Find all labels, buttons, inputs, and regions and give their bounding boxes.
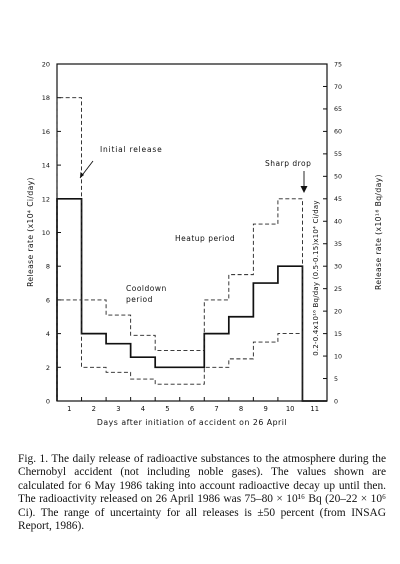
figure-caption: Fig. 1. The daily release of radioactive… [18,453,386,533]
annotation-initial-release: Initial release [100,145,163,154]
x-axis-label: Days after initiation of accident on 26 … [97,418,287,427]
y-right-tick-label: 10 [334,353,342,360]
x-axis: 1 2 3 4 5 6 7 8 9 10 11 [67,397,319,413]
y-left-tick-label: 20 [42,61,50,69]
y-right-tick-label: 15 [334,331,342,338]
sharp-drop-arrowhead [300,186,308,193]
y-right-tick-label: 55 [334,151,342,158]
y-right-tick-label: 60 [334,129,342,136]
y-left-tick-label: 2 [46,364,50,372]
y-inner-axis-label: 0.2-0.4x10¹⁶ Bq/day (0.5-0.15)x10⁴ Ci/da… [312,200,320,355]
y-left-tick-label: 8 [46,263,50,271]
y-left-tick-label: 10 [42,229,50,237]
annotation-cooldown-period: period [126,295,153,304]
y-right-tick-label: 35 [334,241,342,248]
series-upper-bound [56,97,327,402]
y-right-axis-label: Release rate (x10¹⁶ Bq/day) [374,174,383,290]
y-left-tick-label: 4 [46,330,50,338]
annotation-cooldown-label: Cooldown [126,284,167,293]
y-left-tick-label: 14 [42,162,50,170]
x-tick-label: 5 [165,405,169,413]
series-lower-bound [56,299,327,402]
series-layer [56,97,327,402]
y-right-tick-label: 40 [334,219,342,226]
x-tick-label: 9 [263,405,267,413]
y-right-tick-label: 70 [334,84,342,91]
series-central-estimate [56,197,327,402]
y-right-tick-label: 25 [334,286,342,293]
y-left-tick-label: 16 [42,128,50,136]
y-right-tick-label: 65 [334,106,342,113]
x-tick-label: 10 [286,405,295,413]
y-left-axis: 0 2 4 6 8 10 12 14 16 18 20 [42,61,61,406]
x-tick-label: 4 [141,405,145,413]
x-tick-label: 11 [310,405,319,413]
x-tick-label: 2 [92,405,96,413]
y-left-tick-label: 0 [46,398,50,406]
y-right-tick-label: 20 [334,308,342,315]
y-right-tick-label: 5 [334,376,338,383]
annotation-heatup-period: Heatup period [175,234,235,243]
y-right-tick-label: 75 [334,61,342,68]
y-right-tick-label: 0 [334,398,338,405]
annotation-arrows [79,160,308,193]
x-tick-label: 1 [67,405,71,413]
y-right-axis: 0 5 10 15 20 25 30 35 40 45 50 55 60 65 70 75 [323,61,342,405]
initial-release-arrowhead [80,172,84,178]
y-right-tick-label: 50 [334,174,342,181]
y-right-tick-label: 30 [334,264,342,271]
x-tick-label: 6 [190,405,194,413]
x-tick-label: 8 [239,405,243,413]
y-left-tick-label: 12 [42,195,50,203]
annotation-sharp-drop: Sharp drop [265,159,311,168]
y-left-tick-label: 6 [46,296,50,304]
x-tick-label: 7 [214,405,218,413]
y-right-tick-label: 45 [334,196,342,203]
y-left-tick-label: 18 [42,94,50,102]
x-tick-label: 3 [116,405,120,413]
y-left-axis-label: Release rate (x10⁴ Ci/day) [26,177,35,287]
